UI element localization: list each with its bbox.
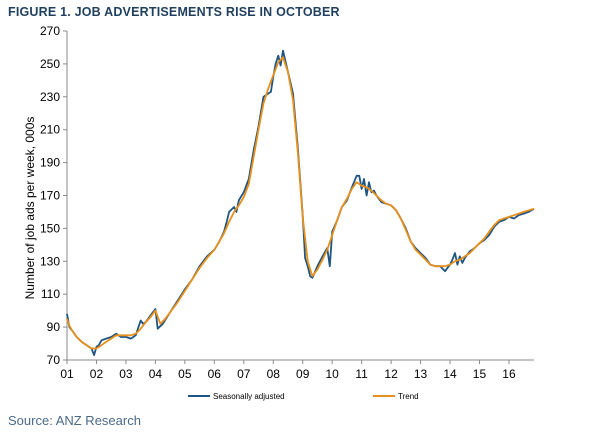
legend-label-seasonally-adjusted: Seasonally adjusted [213, 392, 285, 401]
x-tick-label: 06 [208, 367, 222, 381]
x-tick-label: 10 [325, 367, 339, 381]
x-tick-label: 15 [473, 367, 487, 381]
chart-title: FIGURE 1. JOB ADVERTISEMENTS RISE IN OCT… [8, 5, 340, 19]
y-tick-label: 250 [40, 57, 60, 71]
y-tick-label: 90 [47, 320, 61, 334]
x-tick-label: 14 [443, 367, 457, 381]
y-tick-label: 130 [40, 254, 60, 268]
y-tick-label: 110 [41, 287, 60, 301]
x-tick-label: 13 [414, 367, 428, 381]
chart-source: Source: ANZ Research [8, 413, 141, 428]
y-tick-label: 150 [40, 221, 60, 235]
x-tick-label: 03 [119, 367, 133, 381]
legend-label-trend: Trend [398, 392, 419, 401]
y-tick-label: 270 [40, 24, 60, 38]
y-axis-label: Number of job ads per week, 000s [23, 117, 37, 300]
x-tick-label: 01 [60, 367, 74, 381]
y-tick-label: 190 [40, 156, 60, 170]
y-tick-label: 70 [47, 353, 61, 367]
x-tick-label: 07 [237, 367, 251, 381]
x-tick-label: 12 [384, 367, 398, 381]
x-tick-label: 09 [296, 367, 310, 381]
y-tick-label: 170 [40, 189, 60, 203]
x-tick-label: 05 [178, 367, 192, 381]
x-tick-label: 08 [267, 367, 281, 381]
y-tick-label: 210 [40, 123, 60, 137]
seasonally-adjusted-line [66, 49, 535, 356]
x-tick-label: 02 [90, 367, 104, 381]
y-tick-label: 230 [40, 90, 60, 104]
x-tick-label: 11 [355, 367, 368, 381]
trend-line [66, 56, 535, 350]
x-tick-label: 16 [502, 367, 516, 381]
x-tick-label: 04 [149, 367, 163, 381]
